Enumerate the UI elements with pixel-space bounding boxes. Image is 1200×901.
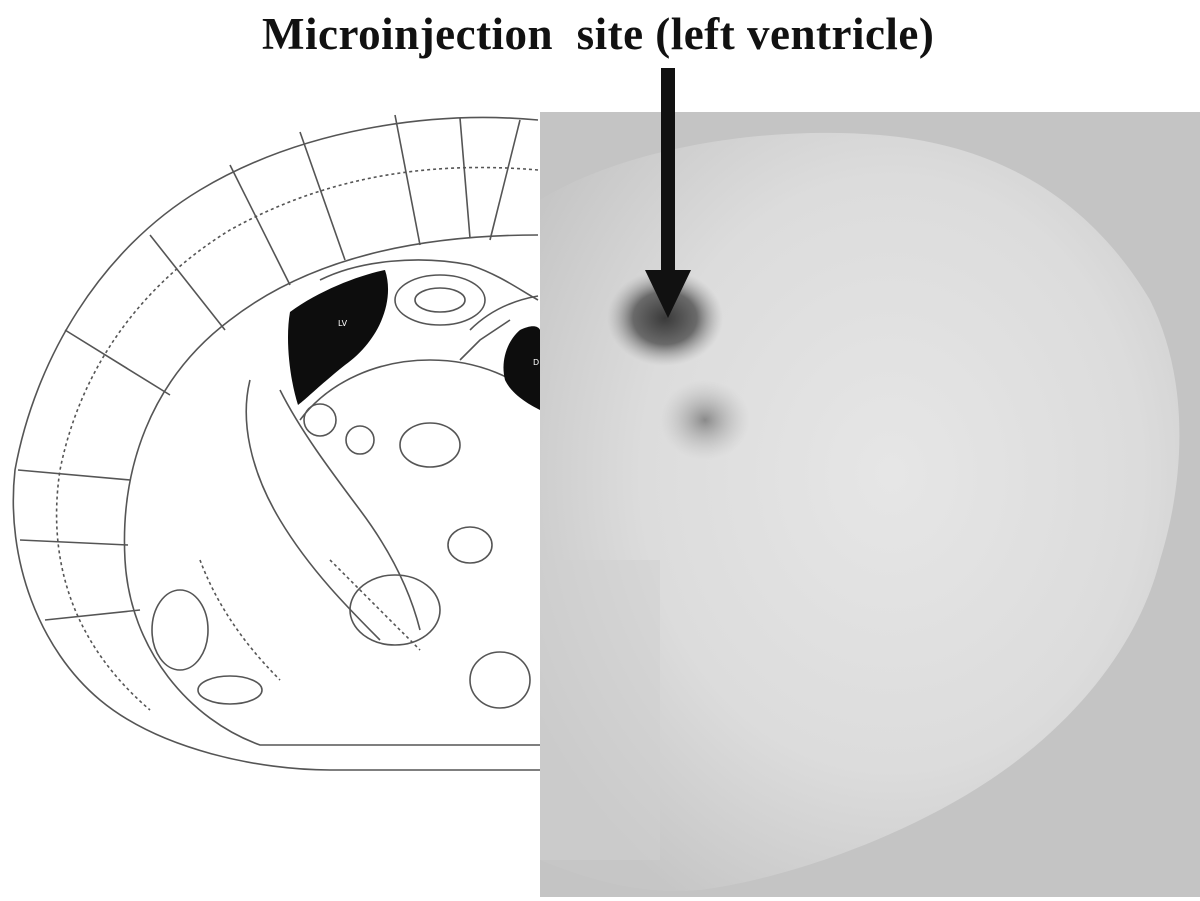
caption-text: Microinjection site (left ventricle) bbox=[262, 9, 935, 59]
atlas-label-d: D bbox=[533, 358, 539, 367]
arrow-icon bbox=[645, 68, 691, 318]
atlas-ventricle-right bbox=[503, 326, 540, 410]
atlas-label-lv: LV bbox=[338, 319, 348, 328]
atlas-ventricle-left bbox=[287, 270, 389, 405]
brain-photo bbox=[540, 112, 1200, 897]
injection-site bbox=[607, 270, 723, 366]
injection-trail bbox=[660, 380, 750, 460]
atlas-drawing bbox=[12, 114, 540, 771]
